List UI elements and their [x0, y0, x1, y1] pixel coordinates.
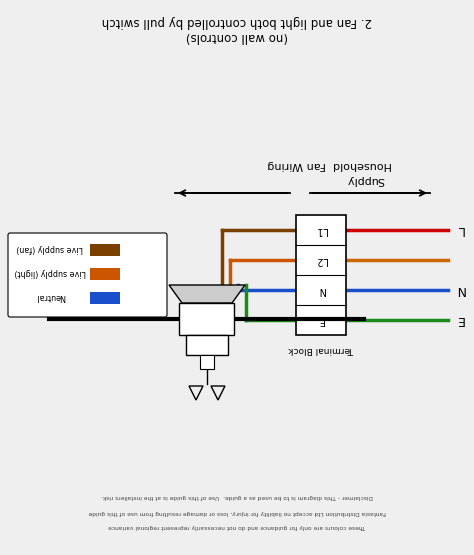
Bar — [90, 292, 120, 304]
Text: L2: L2 — [315, 255, 327, 265]
Text: Live supply (light): Live supply (light) — [14, 269, 86, 278]
Text: 2. Fan and light both controlled by pull switch: 2. Fan and light both controlled by pull… — [102, 15, 372, 28]
Polygon shape — [169, 285, 245, 303]
Bar — [90, 244, 120, 256]
Text: Neutral: Neutral — [35, 292, 65, 301]
Bar — [90, 268, 120, 280]
Text: Live supply (fan): Live supply (fan) — [17, 245, 83, 254]
Text: These colours are only for guidance and do not necessarily represent regional va: These colours are only for guidance and … — [108, 524, 366, 529]
Text: E: E — [456, 314, 464, 326]
Text: N: N — [317, 285, 325, 295]
Bar — [180, 303, 235, 335]
Text: L: L — [456, 224, 464, 236]
Bar — [186, 335, 228, 355]
Bar — [296, 215, 346, 335]
Text: L1: L1 — [315, 225, 327, 235]
Text: Supply: Supply — [346, 175, 384, 185]
Text: Fantasia Distribution Ltd accept no liability for injury, loss or damage resulti: Fantasia Distribution Ltd accept no liab… — [88, 509, 386, 514]
Text: N: N — [456, 284, 465, 296]
Text: Disclaimer - This diagram is to be used as a guide.  Use of this guide is at the: Disclaimer - This diagram is to be used … — [101, 495, 373, 500]
FancyBboxPatch shape — [8, 233, 167, 317]
Text: Household  Fan Wiring: Household Fan Wiring — [268, 160, 392, 170]
Text: Terminal Block: Terminal Block — [288, 345, 354, 354]
Text: E: E — [318, 315, 324, 325]
Bar — [200, 355, 214, 369]
Text: (no wall controls): (no wall controls) — [186, 30, 288, 43]
